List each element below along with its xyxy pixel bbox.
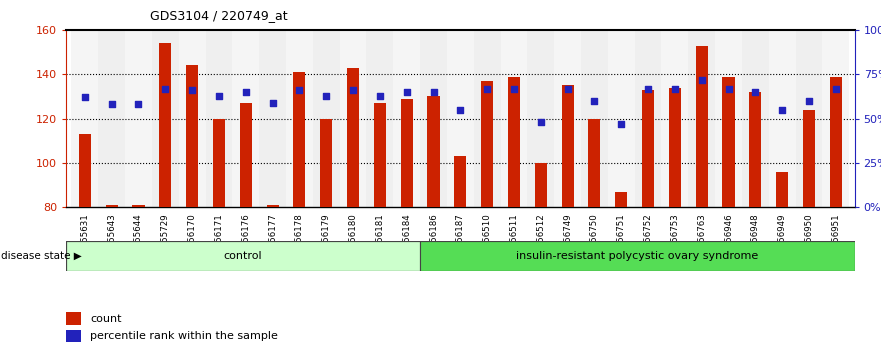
Point [346,87,360,93]
Bar [561,85,574,207]
Point [212,93,226,98]
Bar [205,30,233,207]
Bar [642,90,654,207]
Bar [481,81,493,207]
Point [534,119,548,125]
Point [159,86,173,91]
Bar [366,30,393,207]
Bar [427,96,440,207]
Point [265,100,279,105]
Bar [393,30,420,207]
Bar [374,103,386,207]
Bar [132,205,144,207]
Bar [106,205,118,207]
Point [105,102,119,107]
Bar [669,88,681,207]
Text: count: count [91,314,122,324]
Point [694,77,708,82]
Bar [662,30,688,207]
Bar [419,241,855,271]
Point [829,86,843,91]
Bar [179,30,205,207]
Bar [554,30,581,207]
Point [426,89,440,95]
Point [453,107,467,113]
Point [239,89,253,95]
Bar [159,44,171,207]
Bar [99,30,125,207]
Bar [830,76,842,207]
Bar [447,30,474,207]
Bar [259,30,286,207]
Bar [615,192,627,207]
Bar [803,110,815,207]
Point [507,86,521,91]
Bar [528,30,554,207]
Point [373,93,387,98]
Bar [125,30,152,207]
Point [560,86,574,91]
Bar [715,30,742,207]
Bar [213,119,225,207]
Bar [776,172,788,207]
Bar [455,156,466,207]
Text: GDS3104 / 220749_at: GDS3104 / 220749_at [150,9,287,22]
Text: control: control [224,251,263,261]
Bar [722,76,735,207]
Bar [233,30,259,207]
Bar [822,30,849,207]
Bar [474,30,500,207]
Bar [293,72,306,207]
Bar [796,30,822,207]
Point [775,107,789,113]
Point [641,86,655,91]
Point [588,98,602,104]
Point [668,86,682,91]
Point [480,86,494,91]
Bar [581,30,608,207]
Text: percentile rank within the sample: percentile rank within the sample [91,331,278,341]
Bar [769,30,796,207]
Bar [152,30,179,207]
Bar [347,68,359,207]
Point [614,121,628,127]
Bar [750,92,761,207]
Bar [589,119,601,207]
Bar [500,30,528,207]
Bar [66,313,81,325]
Bar [286,30,313,207]
Bar [634,30,662,207]
Bar [71,30,99,207]
Bar [608,30,634,207]
Bar [535,163,547,207]
Bar [688,30,715,207]
Bar [401,99,412,207]
Bar [742,30,769,207]
Bar [320,119,332,207]
Bar [267,205,278,207]
Bar [340,30,366,207]
Point [748,89,762,95]
Bar [186,65,198,207]
Point [319,93,333,98]
Bar [508,76,520,207]
Point [722,86,736,91]
Bar [696,46,707,207]
Point [292,87,307,93]
Text: insulin-resistant polycystic ovary syndrome: insulin-resistant polycystic ovary syndr… [516,251,759,261]
Bar [66,330,81,342]
Bar [78,134,91,207]
Text: disease state ▶: disease state ▶ [1,251,82,261]
Bar [313,30,340,207]
Bar [240,103,252,207]
Bar [66,241,419,271]
Point [400,89,414,95]
Point [131,102,145,107]
Point [78,95,92,100]
Bar [420,30,447,207]
Point [802,98,816,104]
Point [185,87,199,93]
